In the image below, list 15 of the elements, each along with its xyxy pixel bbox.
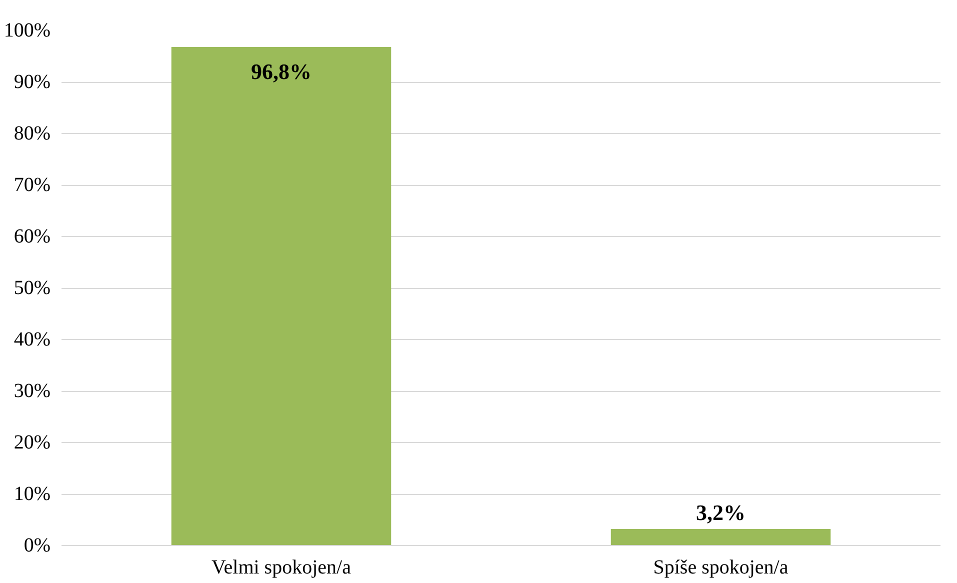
data-label: 3,2% <box>696 500 746 526</box>
y-tick-label: 90% <box>14 71 51 93</box>
y-tick-label: 0% <box>24 534 51 556</box>
y-tick-label: 60% <box>14 226 51 248</box>
y-tick-label: 40% <box>14 328 51 350</box>
y-tick-label: 70% <box>14 174 51 196</box>
y-tick-label: 30% <box>14 380 51 402</box>
x-tick-label: Spíše spokojen/a <box>653 556 788 578</box>
x-tick-label: Velmi spokojen/a <box>212 556 352 578</box>
y-tick-label: 80% <box>14 122 51 144</box>
data-label: 96,8% <box>251 58 312 84</box>
y-tick-label: 50% <box>14 277 51 299</box>
y-tick-label: 100% <box>4 20 51 42</box>
y-tick-label: 20% <box>14 432 51 454</box>
y-tick-label: 10% <box>14 483 51 505</box>
